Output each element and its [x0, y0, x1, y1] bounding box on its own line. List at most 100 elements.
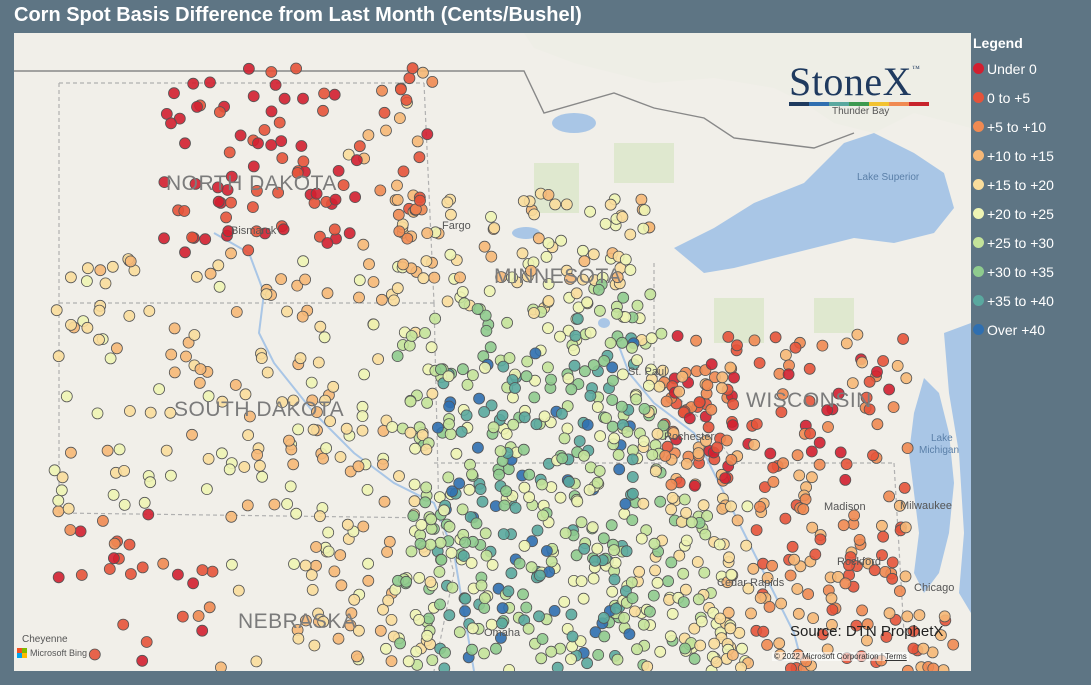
basis-point[interactable]: [99, 277, 112, 290]
basis-point[interactable]: [97, 514, 109, 527]
basis-point[interactable]: [570, 549, 583, 562]
basis-point[interactable]: [813, 458, 826, 471]
basis-point[interactable]: [486, 559, 499, 571]
basis-point[interactable]: [938, 610, 951, 623]
basis-point[interactable]: [253, 459, 266, 472]
basis-point[interactable]: [196, 624, 209, 637]
basis-point[interactable]: [947, 638, 960, 651]
basis-point[interactable]: [626, 341, 638, 354]
basis-point[interactable]: [465, 557, 478, 569]
basis-point[interactable]: [204, 76, 216, 89]
basis-point[interactable]: [265, 139, 278, 151]
basis-point[interactable]: [719, 472, 732, 485]
basis-point[interactable]: [834, 446, 847, 459]
basis-point[interactable]: [883, 607, 896, 620]
basis-point[interactable]: [225, 558, 238, 571]
basis-point[interactable]: [434, 598, 446, 611]
basis-point[interactable]: [318, 331, 331, 344]
basis-point[interactable]: [200, 483, 213, 496]
basis-point[interactable]: [571, 495, 584, 508]
basis-point[interactable]: [680, 457, 693, 470]
basis-point[interactable]: [611, 653, 624, 666]
basis-point[interactable]: [415, 518, 428, 531]
basis-point[interactable]: [362, 129, 375, 141]
basis-point[interactable]: [342, 148, 355, 161]
basis-point[interactable]: [513, 557, 526, 570]
basis-point[interactable]: [160, 444, 173, 457]
basis-point[interactable]: [711, 441, 724, 454]
basis-point[interactable]: [604, 198, 617, 211]
basis-point[interactable]: [569, 329, 582, 342]
basis-point[interactable]: [610, 602, 622, 615]
basis-point[interactable]: [509, 382, 521, 394]
basis-point[interactable]: [361, 483, 374, 496]
basis-point[interactable]: [407, 510, 420, 522]
basis-point[interactable]: [255, 352, 268, 365]
basis-point[interactable]: [680, 506, 692, 519]
basis-point[interactable]: [308, 639, 321, 652]
basis-point[interactable]: [616, 336, 628, 349]
basis-point[interactable]: [853, 533, 866, 546]
basis-point[interactable]: [144, 406, 157, 419]
basis-point[interactable]: [258, 124, 271, 136]
basis-point[interactable]: [516, 247, 529, 260]
basis-point[interactable]: [306, 584, 319, 596]
basis-point[interactable]: [164, 406, 177, 419]
basis-point[interactable]: [826, 604, 839, 616]
basis-point[interactable]: [848, 509, 860, 522]
basis-point[interactable]: [507, 418, 520, 431]
basis-point[interactable]: [434, 363, 447, 376]
basis-point[interactable]: [411, 135, 424, 148]
basis-point[interactable]: [498, 499, 511, 512]
basis-point[interactable]: [291, 279, 304, 292]
basis-point[interactable]: [545, 373, 557, 386]
basis-point[interactable]: [708, 637, 721, 650]
basis-point[interactable]: [542, 188, 555, 201]
basis-point[interactable]: [528, 391, 541, 404]
basis-point[interactable]: [238, 461, 251, 473]
basis-point[interactable]: [597, 612, 610, 624]
basis-point[interactable]: [740, 539, 753, 552]
basis-point[interactable]: [679, 642, 691, 655]
basis-point[interactable]: [442, 471, 455, 484]
basis-point[interactable]: [74, 525, 87, 538]
basis-point[interactable]: [565, 608, 578, 621]
basis-point[interactable]: [786, 540, 799, 553]
basis-point[interactable]: [220, 211, 233, 224]
basis-point[interactable]: [239, 388, 252, 401]
basis-point[interactable]: [726, 419, 739, 432]
basis-point[interactable]: [530, 418, 543, 431]
basis-point[interactable]: [792, 607, 805, 620]
basis-point[interactable]: [260, 288, 273, 301]
basis-point[interactable]: [802, 588, 814, 600]
basis-point[interactable]: [457, 550, 470, 562]
basis-point[interactable]: [425, 513, 438, 526]
basis-point[interactable]: [414, 537, 427, 550]
basis-point[interactable]: [725, 568, 738, 581]
basis-point[interactable]: [616, 211, 629, 223]
basis-point[interactable]: [647, 589, 660, 602]
basis-point[interactable]: [655, 327, 668, 340]
basis-point[interactable]: [273, 116, 286, 129]
basis-point[interactable]: [694, 639, 707, 652]
basis-point[interactable]: [581, 657, 593, 670]
basis-point[interactable]: [720, 434, 733, 447]
basis-point[interactable]: [832, 571, 844, 583]
basis-point[interactable]: [816, 628, 829, 641]
basis-point[interactable]: [157, 557, 170, 570]
basis-point[interactable]: [791, 449, 804, 462]
basis-point[interactable]: [234, 129, 247, 142]
basis-point[interactable]: [372, 353, 385, 366]
basis-point[interactable]: [479, 309, 492, 322]
basis-point[interactable]: [598, 630, 611, 643]
basis-point[interactable]: [785, 662, 797, 671]
basis-point[interactable]: [563, 475, 575, 488]
basis-point[interactable]: [48, 464, 61, 477]
basis-point[interactable]: [417, 272, 430, 285]
legend-item[interactable]: +5 to +10: [973, 112, 1089, 141]
basis-point[interactable]: [899, 521, 912, 534]
basis-point[interactable]: [350, 650, 363, 663]
basis-point[interactable]: [775, 597, 787, 610]
basis-point[interactable]: [868, 564, 881, 577]
basis-point[interactable]: [886, 572, 899, 585]
